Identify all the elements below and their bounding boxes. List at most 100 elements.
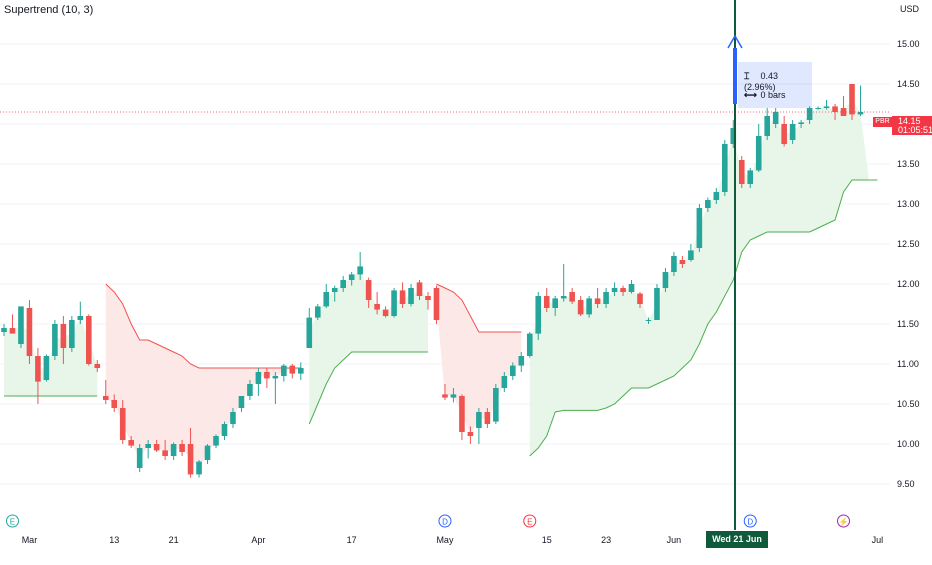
candle-body <box>713 192 720 200</box>
indicator-label[interactable]: Supertrend (10, 3) <box>4 4 94 16</box>
measure-tooltip: ⌶ 0.43 (2.96%) ⟷ 0 bars <box>738 62 812 108</box>
candle-body <box>738 160 745 184</box>
candle-body <box>255 372 262 384</box>
y-tick-label: 10.50 <box>897 399 920 409</box>
candle-body <box>348 274 355 280</box>
candle-body <box>815 108 821 109</box>
candle-body <box>722 144 728 192</box>
last-price-badge: 14.15 01:05:51 <box>892 116 932 135</box>
event-marker[interactable] <box>743 514 757 528</box>
candle-body <box>849 84 855 115</box>
candle-body <box>501 376 508 388</box>
event-marker[interactable] <box>438 514 452 528</box>
candle-body <box>611 288 618 292</box>
candle-body <box>450 394 457 398</box>
dividend-icon: D <box>438 514 452 528</box>
candle-body <box>442 394 448 398</box>
candle-body <box>196 461 202 475</box>
x-tick-label: Mar <box>22 535 38 545</box>
measure-arrow-icon <box>727 34 743 49</box>
candle-body <box>425 296 431 300</box>
candle-body <box>323 292 330 307</box>
y-tick-label: 13.00 <box>897 199 920 209</box>
candle-body <box>823 106 830 108</box>
candle-body <box>391 290 397 316</box>
candle-body <box>560 296 567 299</box>
candle-body <box>493 388 499 422</box>
supertrend-fill <box>309 270 428 424</box>
event-marker[interactable] <box>523 514 537 528</box>
y-tick-label: 11.50 <box>897 319 919 329</box>
candle-body <box>459 396 465 432</box>
crosshair-date: Wed 21 Jun '23 <box>706 531 768 561</box>
candle-body <box>679 260 686 264</box>
candle-body <box>136 448 143 468</box>
candle-body <box>772 112 779 124</box>
candle-body <box>60 324 67 348</box>
supertrend-line <box>436 283 522 333</box>
measure-bars: 0 bars <box>760 90 786 100</box>
candle-body <box>620 288 626 292</box>
last-price: 14.15 <box>898 116 921 126</box>
candle-body <box>272 376 279 379</box>
candle-body <box>247 384 253 396</box>
x-tick-label: Jun <box>667 535 682 545</box>
candle-body <box>298 368 304 374</box>
event-letter: ⚡ <box>839 517 849 527</box>
candle-body <box>399 290 406 304</box>
candle-body <box>43 356 50 380</box>
candle-body <box>569 292 575 302</box>
x-tick-label: 15 <box>542 535 552 545</box>
candle-body <box>86 316 92 364</box>
measure-bar <box>733 48 737 104</box>
candle-body <box>408 288 414 304</box>
event-letter: D <box>747 518 753 527</box>
candle-body <box>552 298 558 308</box>
bar-countdown: 01:05:51 <box>898 125 932 135</box>
measure-change: 0.43 (2.96%) <box>744 71 779 92</box>
supertrend-fill <box>529 99 878 456</box>
candle-body <box>221 424 228 436</box>
candle-body <box>476 412 482 428</box>
earnings-icon: E <box>5 514 19 528</box>
candle-body <box>264 372 270 379</box>
x-tick-label: May <box>436 535 454 545</box>
y-tick-label: 15.00 <box>897 39 920 49</box>
candle-body <box>416 282 423 296</box>
candle-body <box>26 308 33 356</box>
supertrend-line <box>308 351 428 425</box>
x-tick-label: Apr <box>251 535 265 545</box>
candle-body <box>832 106 838 112</box>
candle-body <box>187 444 194 475</box>
candle-body <box>170 444 177 456</box>
candle-body <box>781 124 787 144</box>
split-icon: ⚡ <box>837 514 851 528</box>
y-tick-label: 13.50 <box>897 159 920 169</box>
candle-body <box>654 288 660 320</box>
candle-body <box>238 396 245 408</box>
candle-body <box>119 408 126 440</box>
candle-body <box>213 436 219 446</box>
candle-body <box>467 432 474 436</box>
event-marker[interactable] <box>837 514 851 528</box>
price-range-icon: ⌶ <box>744 71 750 81</box>
event-letter: D <box>442 518 448 527</box>
x-tick-label: 21 <box>169 535 179 545</box>
candle-body <box>637 293 643 304</box>
y-tick-label: 9.50 <box>897 479 915 489</box>
candle-body <box>433 288 440 320</box>
supertrend-fill <box>4 318 98 396</box>
x-tick-label: Jul <box>872 535 884 545</box>
supertrend-line <box>529 179 878 457</box>
candle-body <box>671 256 677 272</box>
candle-body <box>306 317 313 348</box>
candle-body <box>764 116 770 136</box>
candle-body <box>526 333 533 356</box>
candle-body <box>730 128 737 144</box>
bar-range-icon: ⟷ <box>744 90 757 100</box>
candle-body <box>94 364 101 368</box>
candle-body <box>77 316 84 320</box>
candle-body <box>484 412 491 424</box>
event-marker[interactable] <box>5 514 19 528</box>
price-chart[interactable]: 9.50 10.00 10.50 11.00 11.50 12.00 12.50 13.00 1… <box>0 0 932 550</box>
